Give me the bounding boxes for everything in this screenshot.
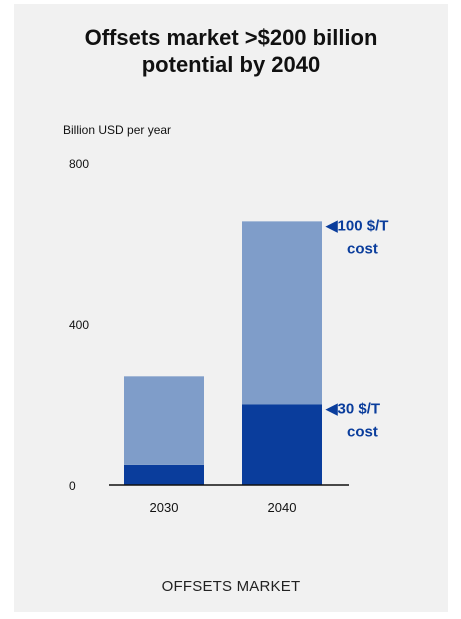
x-tick-label: 2030 [150, 500, 179, 515]
bar-segment-30-per-t [242, 404, 322, 485]
y-tick-label: 800 [69, 157, 89, 171]
y-tick-label: 0 [69, 479, 76, 493]
x-tick-label: 2040 [268, 500, 297, 515]
annotation-label: ◀100 $/T [325, 217, 388, 234]
chart-panel: Offsets market >$200 billion potential b… [14, 4, 448, 612]
bar-segment-100-per-t [242, 221, 322, 405]
bar-segment-30-per-t [124, 464, 204, 485]
y-tick-label: 400 [69, 318, 89, 332]
annotation-sublabel: cost [347, 240, 378, 257]
y-axis-label: Billion USD per year [63, 123, 171, 137]
annotation-sublabel: cost [347, 424, 378, 441]
bar-segment-100-per-t [124, 376, 204, 465]
chart-title: Offsets market >$200 billion potential b… [84, 25, 378, 77]
x-axis-title: OFFSETS MARKET [161, 578, 301, 595]
bar-chart: Billion USD per year 0 400 800 2030 2040 ◀100 … [63, 123, 388, 515]
annotation-label: ◀30 $/T [325, 401, 380, 418]
